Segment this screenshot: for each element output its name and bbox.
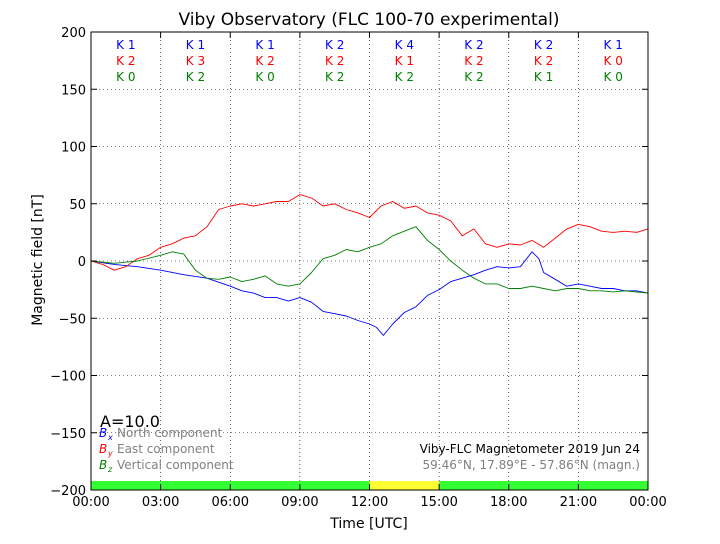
y-tick-label: 50 (69, 198, 86, 213)
k-index-label: K 2 (464, 38, 483, 52)
x-tick-label: 21:00 (560, 495, 597, 510)
x-tick-label: 09:00 (281, 495, 318, 510)
k-index-label: K 0 (604, 70, 623, 84)
x-tick-label: 15:00 (420, 495, 457, 510)
status-segment (439, 481, 648, 490)
y-tick-label: −200 (50, 484, 86, 499)
k-index-label: K 2 (464, 70, 483, 84)
k-index-label: K 2 (395, 70, 414, 84)
k-index-label: K 0 (604, 54, 623, 68)
y-tick-label: 100 (61, 141, 86, 156)
status-segment (369, 481, 440, 490)
chart-title: Viby Observatory (FLC 100-70 experimenta… (179, 10, 560, 30)
legend-symbol: B (99, 426, 107, 440)
series-line (90, 251, 649, 336)
plot-frame (90, 31, 649, 491)
info-line-location: 59.46°N, 17.89°E - 57.86°N (magn.) (423, 458, 640, 472)
k-index-label: K 2 (116, 54, 135, 68)
a-index-label: A=10.0 (100, 412, 160, 431)
k-index-label: K 2 (325, 54, 344, 68)
y-tick-label: −100 (50, 370, 86, 385)
k-index-label: K 0 (116, 70, 135, 84)
x-tick-label: 12:00 (351, 495, 388, 510)
legend-symbol: B (99, 458, 107, 472)
x-tick-label: 03:00 (142, 495, 179, 510)
k-index-label: K 1 (116, 38, 135, 52)
info-line-instrument: Viby-FLC Magnetometer 2019 Jun 24 (420, 442, 640, 456)
legend-subscript: y (107, 449, 113, 458)
k-index-label: K 0 (255, 70, 274, 84)
k-index-label: K 2 (255, 54, 274, 68)
series-line (90, 226, 649, 294)
legend-subscript: x (107, 433, 113, 442)
legend-label: North component (117, 426, 223, 440)
k-index-label: K 1 (534, 70, 553, 84)
legend-label: East component (117, 442, 215, 456)
k-index-label: K 1 (395, 54, 414, 68)
legend-label: Vertical component (117, 458, 234, 472)
y-axis-label: Magnetic field [nT] (30, 194, 46, 326)
k-index-label: K 2 (534, 54, 553, 68)
x-tick-label: 00:00 (72, 495, 109, 510)
x-axis-label: Time [UTC] (329, 516, 407, 532)
k-index-label: K 2 (534, 38, 553, 52)
y-tick-label: 0 (78, 255, 86, 270)
y-tick-label: 200 (61, 26, 86, 41)
x-tick-label: 18:00 (490, 495, 527, 510)
k-index-label: K 2 (325, 70, 344, 84)
y-tick-label: 150 (61, 83, 86, 98)
k-index-label: K 1 (186, 38, 205, 52)
y-tick-label: −50 (59, 312, 86, 327)
k-index-label: K 2 (464, 54, 483, 68)
x-tick-label: 06:00 (212, 495, 249, 510)
legend-subscript: z (107, 465, 113, 474)
k-index-label: K 1 (604, 38, 623, 52)
x-tick-label: 00:00 (629, 495, 666, 510)
series-line (90, 194, 649, 271)
k-index-label: K 1 (255, 38, 274, 52)
k-index-label: K 4 (395, 38, 414, 52)
y-tick-label: −150 (50, 427, 86, 442)
k-index-label: K 3 (186, 54, 205, 68)
legend-symbol: B (99, 442, 107, 456)
k-index-label: K 2 (325, 38, 344, 52)
k-index-label: K 2 (186, 70, 205, 84)
